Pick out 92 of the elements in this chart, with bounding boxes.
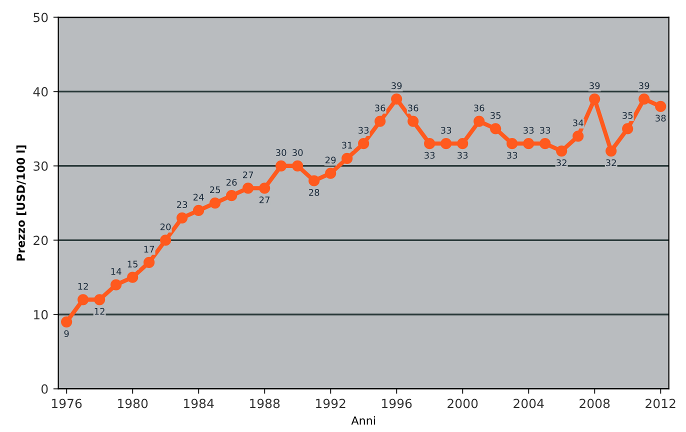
data-label: 26 <box>226 178 237 186</box>
point <box>308 175 320 186</box>
data-label: 12 <box>94 308 104 315</box>
data-label: 34 <box>573 119 584 126</box>
data-label: 28 <box>308 189 320 196</box>
point <box>276 160 287 172</box>
point <box>655 100 666 112</box>
point <box>391 93 402 105</box>
data-label: 17 <box>144 246 154 252</box>
x-tick-label: 1988 <box>250 398 280 408</box>
data-label: 15 <box>128 260 138 268</box>
data-label: 29 <box>325 156 336 164</box>
point <box>176 212 188 224</box>
data-label: 36 <box>474 104 484 112</box>
data-label: 25 <box>210 186 220 194</box>
data-label: 27 <box>259 196 270 204</box>
data-label: 33 <box>507 152 518 159</box>
point <box>474 116 485 127</box>
data-label: 39 <box>639 82 650 90</box>
data-label: 33 <box>424 152 435 159</box>
data-label: 32 <box>606 159 616 166</box>
point <box>226 190 238 202</box>
point <box>506 138 518 150</box>
data-label: 33 <box>524 126 534 134</box>
data-label: 33 <box>458 152 468 159</box>
data-label: 31 <box>342 142 352 149</box>
y-tick-label: 50 <box>34 12 48 22</box>
point <box>457 138 468 150</box>
y-tick-label: 30 <box>34 161 48 171</box>
data-label: 35 <box>490 112 501 119</box>
point <box>193 204 204 216</box>
point <box>622 123 634 134</box>
point <box>408 116 419 127</box>
point <box>358 138 370 150</box>
y-tick-label: 40 <box>33 87 48 97</box>
data-label: 36 <box>408 104 418 112</box>
x-tick-label: 2004 <box>514 398 544 408</box>
data-label: 36 <box>375 104 386 112</box>
data-label: 9 <box>64 330 69 338</box>
point <box>374 116 386 127</box>
x-axis-title: Anni <box>351 416 375 425</box>
x-tick-label: 1980 <box>118 398 148 408</box>
data-label: 33 <box>540 126 550 134</box>
x-tick-label: 2008 <box>580 398 610 408</box>
y-tick-label: 10 <box>34 310 48 320</box>
x-tick-label: 2000 <box>448 398 478 408</box>
point <box>110 279 122 290</box>
point <box>556 145 568 157</box>
x-tick-label: 1992 <box>316 398 346 408</box>
point <box>424 138 436 150</box>
data-label: 12 <box>78 282 88 290</box>
point <box>210 197 221 209</box>
point <box>61 316 72 328</box>
point <box>292 160 304 172</box>
data-label: 30 <box>276 149 286 156</box>
point <box>259 182 270 194</box>
data-label: 38 <box>656 114 666 122</box>
x-tick-label: 1984 <box>184 398 214 408</box>
point <box>440 138 452 150</box>
point <box>572 130 584 142</box>
data-label: 30 <box>292 149 303 156</box>
point <box>606 145 617 157</box>
point <box>144 256 155 268</box>
x-tick-label: 1996 <box>382 398 412 408</box>
data-label: 39 <box>392 82 402 90</box>
y-tick-label: 20 <box>34 236 48 246</box>
point <box>160 234 172 246</box>
data-label: 32 <box>556 159 566 166</box>
data-label: 23 <box>176 201 188 208</box>
point <box>523 138 534 150</box>
point <box>342 152 353 164</box>
point <box>325 168 336 179</box>
point <box>589 93 600 105</box>
data-label: 20 <box>160 223 171 230</box>
point <box>78 294 89 306</box>
point <box>638 93 650 105</box>
point <box>94 294 106 306</box>
point <box>127 272 138 283</box>
x-tick-label: 2012 <box>646 398 676 408</box>
data-label: 39 <box>590 82 600 90</box>
point <box>540 138 551 150</box>
y-axis-title: Prezzo [USD/100 l] <box>16 146 26 260</box>
point <box>242 182 254 194</box>
data-label: 14 <box>111 268 122 275</box>
y-tick-label: 0 <box>41 384 48 394</box>
data-label: 24 <box>193 194 204 200</box>
data-label: 35 <box>622 112 633 119</box>
point <box>490 123 502 134</box>
data-label: 33 <box>441 126 452 134</box>
data-label: 27 <box>242 171 254 178</box>
x-tick-label: 1976 <box>52 398 82 408</box>
data-label: 33 <box>358 126 369 134</box>
